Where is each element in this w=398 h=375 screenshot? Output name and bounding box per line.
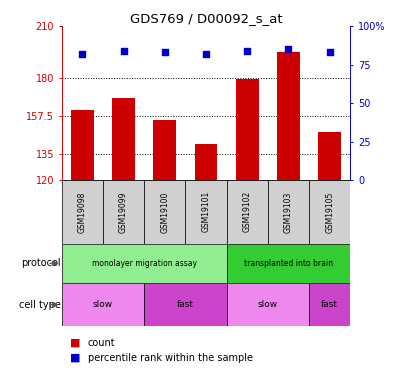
Bar bbox=[195, 144, 217, 180]
Text: GSM19102: GSM19102 bbox=[243, 191, 252, 232]
Text: GSM19100: GSM19100 bbox=[160, 191, 169, 232]
FancyBboxPatch shape bbox=[144, 180, 185, 244]
Point bbox=[244, 48, 250, 54]
Text: GSM19098: GSM19098 bbox=[78, 191, 87, 232]
Bar bbox=[71, 110, 94, 180]
FancyBboxPatch shape bbox=[185, 180, 226, 244]
Text: cell type: cell type bbox=[19, 300, 61, 310]
FancyBboxPatch shape bbox=[268, 180, 309, 244]
FancyBboxPatch shape bbox=[309, 180, 350, 244]
FancyBboxPatch shape bbox=[226, 244, 350, 283]
Text: GSM19101: GSM19101 bbox=[201, 191, 211, 232]
Text: count: count bbox=[88, 338, 115, 348]
Point bbox=[203, 51, 209, 57]
Text: ■: ■ bbox=[70, 338, 80, 348]
Point bbox=[285, 46, 292, 53]
Text: GSM19103: GSM19103 bbox=[284, 191, 293, 232]
FancyBboxPatch shape bbox=[62, 283, 144, 326]
Text: slow: slow bbox=[258, 300, 278, 309]
FancyBboxPatch shape bbox=[62, 244, 226, 283]
Text: GSM19105: GSM19105 bbox=[325, 191, 334, 232]
Bar bbox=[277, 52, 300, 180]
Bar bbox=[112, 98, 135, 180]
Bar bbox=[153, 120, 176, 180]
Text: protocol: protocol bbox=[21, 258, 61, 268]
Text: ■: ■ bbox=[70, 353, 80, 363]
Point bbox=[326, 50, 333, 55]
Bar bbox=[236, 79, 259, 180]
FancyBboxPatch shape bbox=[226, 180, 268, 244]
Text: GSM19099: GSM19099 bbox=[119, 191, 128, 232]
FancyBboxPatch shape bbox=[309, 283, 350, 326]
Text: slow: slow bbox=[93, 300, 113, 309]
FancyBboxPatch shape bbox=[226, 283, 309, 326]
Title: GDS769 / D00092_s_at: GDS769 / D00092_s_at bbox=[130, 12, 282, 25]
FancyBboxPatch shape bbox=[62, 180, 103, 244]
Point bbox=[120, 48, 127, 54]
Text: fast: fast bbox=[321, 300, 338, 309]
Point bbox=[79, 51, 86, 57]
Point bbox=[162, 50, 168, 55]
Text: fast: fast bbox=[177, 300, 194, 309]
Text: transplanted into brain: transplanted into brain bbox=[244, 259, 333, 268]
Text: monolayer migration assay: monolayer migration assay bbox=[92, 259, 197, 268]
FancyBboxPatch shape bbox=[103, 180, 144, 244]
FancyBboxPatch shape bbox=[144, 283, 226, 326]
Text: percentile rank within the sample: percentile rank within the sample bbox=[88, 353, 253, 363]
Bar bbox=[318, 132, 341, 180]
